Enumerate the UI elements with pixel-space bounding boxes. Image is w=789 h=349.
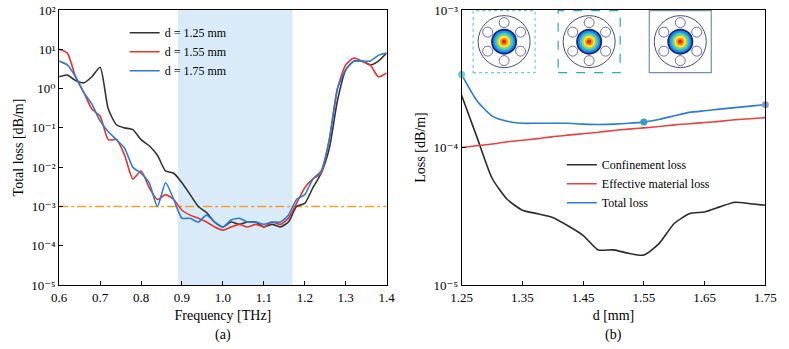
svg-text:1.55: 1.55 xyxy=(632,290,655,305)
svg-text:1.75: 1.75 xyxy=(754,290,777,305)
svg-text:10⁻³: 10⁻³ xyxy=(32,199,56,214)
svg-text:10⁰: 10⁰ xyxy=(37,81,55,96)
svg-text:1.2: 1.2 xyxy=(297,290,313,305)
svg-text:Total loss [dB/m]: Total loss [dB/m] xyxy=(11,99,26,197)
svg-text:Effective material loss: Effective material loss xyxy=(602,177,710,191)
svg-text:Total loss: Total loss xyxy=(602,196,648,210)
svg-text:1.25: 1.25 xyxy=(450,290,473,305)
svg-text:Confinement loss: Confinement loss xyxy=(602,158,687,172)
svg-text:1.0: 1.0 xyxy=(215,290,231,305)
svg-text:0.8: 0.8 xyxy=(133,290,149,305)
svg-text:10⁻¹: 10⁻¹ xyxy=(32,120,56,135)
svg-text:10²: 10² xyxy=(39,3,56,18)
svg-text:10¹: 10¹ xyxy=(39,42,56,57)
svg-text:0.6: 0.6 xyxy=(51,290,68,305)
svg-text:1.45: 1.45 xyxy=(572,290,595,305)
svg-text:d = 1.75 mm: d = 1.75 mm xyxy=(165,64,227,78)
svg-text:0.9: 0.9 xyxy=(174,290,190,305)
svg-text:(b): (b) xyxy=(605,327,622,343)
svg-text:Loss [dB/m]: Loss [dB/m] xyxy=(413,112,428,182)
svg-text:Frequency [THz]: Frequency [THz] xyxy=(174,308,271,323)
svg-text:10⁻²: 10⁻² xyxy=(32,160,56,175)
svg-text:1.65: 1.65 xyxy=(693,290,716,305)
svg-text:1.35: 1.35 xyxy=(511,290,534,305)
svg-text:1.3: 1.3 xyxy=(338,290,354,305)
svg-text:1.4: 1.4 xyxy=(378,290,395,305)
svg-text:10⁻³: 10⁻³ xyxy=(434,3,458,18)
svg-text:1.1: 1.1 xyxy=(256,290,272,305)
svg-text:10⁻⁵: 10⁻⁵ xyxy=(31,278,55,293)
svg-text:10⁻⁴: 10⁻⁴ xyxy=(434,140,459,155)
svg-text:10⁻⁵: 10⁻⁵ xyxy=(434,278,458,293)
svg-text:(a): (a) xyxy=(215,327,231,343)
svg-text:d = 1.25 mm: d = 1.25 mm xyxy=(165,26,227,40)
svg-text:0.7: 0.7 xyxy=(92,290,109,305)
svg-text:10⁻⁴: 10⁻⁴ xyxy=(31,238,56,253)
svg-text:d = 1.55 mm: d = 1.55 mm xyxy=(165,45,227,59)
svg-text:d [mm]: d [mm] xyxy=(593,308,635,323)
